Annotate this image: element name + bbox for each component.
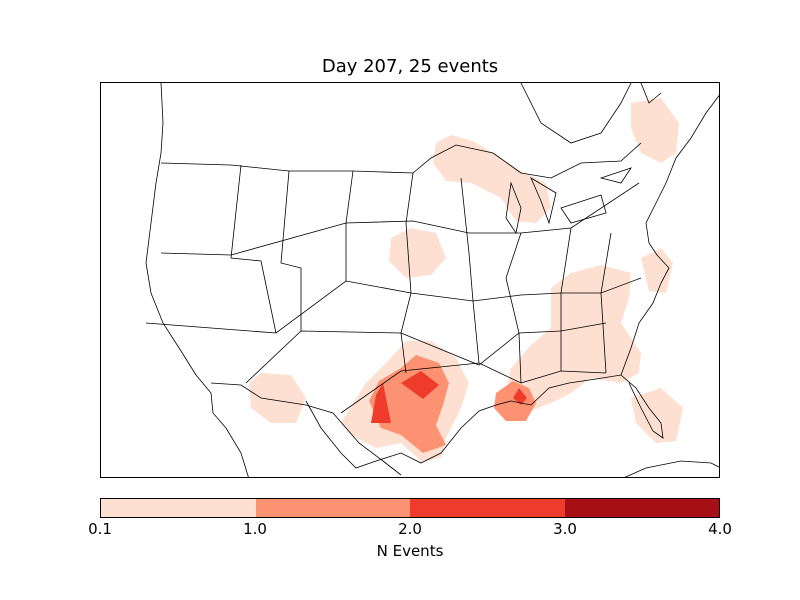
colorbar-segment-4 — [564, 499, 719, 517]
density-region-florida — [631, 388, 683, 443]
density-region-new-england — [631, 98, 679, 163]
colorbar-tick: 3.0 — [553, 520, 577, 538]
colorbar-segment-1 — [101, 499, 256, 517]
density-region-louisiana-core — [513, 388, 527, 405]
cuba — [624, 460, 719, 477]
colorbar-segment-2 — [255, 499, 410, 517]
state-lines-ew — [145, 182, 642, 414]
colorbar — [100, 498, 720, 518]
density-region-great-lakes — [433, 135, 551, 223]
canada-us-border — [160, 142, 642, 179]
great-lakes — [505, 167, 632, 235]
colorbar-tick: 0.1 — [88, 520, 112, 538]
density-region-texas-core-east — [401, 371, 439, 399]
density-region-texas-core-west — [371, 383, 391, 423]
colorbar-tick: 1.0 — [243, 520, 267, 538]
canada-north — [520, 83, 662, 144]
density-region-louisiana — [494, 381, 536, 421]
boundaries — [145, 83, 719, 477]
density-region-iowa — [389, 228, 446, 278]
mexico-border — [210, 382, 402, 476]
map-title: Day 207, 25 events — [321, 56, 499, 77]
colorbar-tick: 4.0 — [708, 520, 732, 538]
map-area — [100, 82, 720, 478]
density-region-southeast — [506, 265, 641, 413]
density-regions — [249, 98, 683, 461]
colorbar-label: N Events — [376, 542, 444, 560]
density-region-new-mexico — [249, 373, 306, 423]
gulf-coast — [305, 374, 664, 469]
density-region-carolina-coast — [641, 248, 673, 293]
west-coast — [145, 83, 249, 477]
east-coast — [620, 94, 719, 376]
map-svg — [145, 83, 719, 477]
colorbar-segment-3 — [410, 499, 565, 517]
colorbar-tick: 2.0 — [398, 520, 422, 538]
